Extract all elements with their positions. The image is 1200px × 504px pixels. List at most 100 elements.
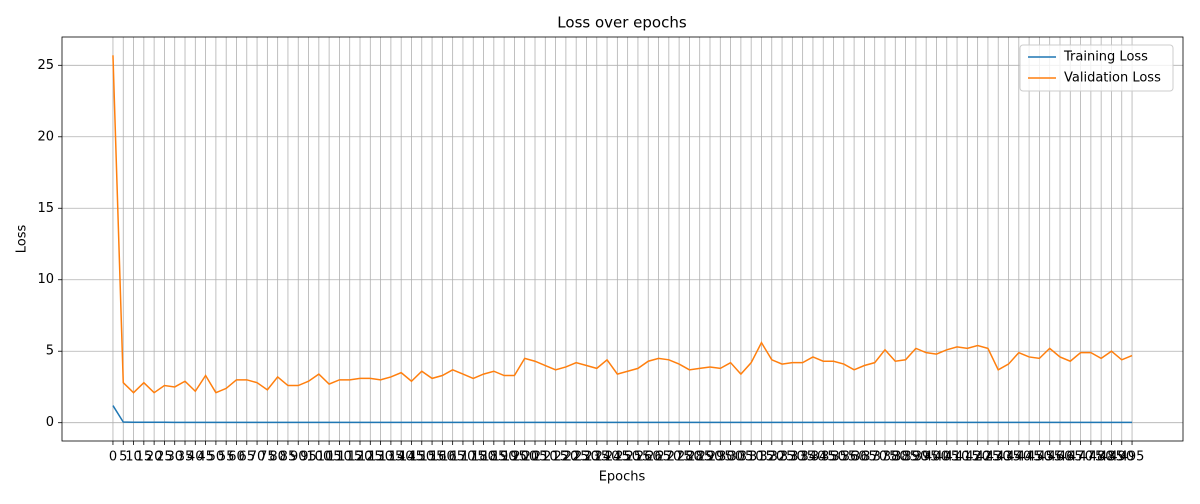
x-tick-label: 170 — [451, 450, 476, 465]
x-tick-label: 220 — [553, 450, 578, 465]
x-tick-label: 255 — [626, 450, 651, 465]
x-tick-label: 340 — [801, 450, 826, 465]
x-tick-label: 160 — [430, 450, 455, 465]
x-tick-label: 10 — [125, 450, 142, 465]
x-tick-label: 310 — [739, 450, 764, 465]
x-tick-label: 110 — [327, 450, 352, 465]
x-tick-label: 480 — [1089, 450, 1114, 465]
x-tick-label: 180 — [471, 450, 496, 465]
y-tick-label: 10 — [37, 272, 54, 287]
x-tick-label: 230 — [574, 450, 599, 465]
x-tick-label: 35 — [177, 450, 194, 465]
x-tick-label: 40 — [187, 450, 204, 465]
x-tick-label: 115 — [337, 450, 362, 465]
x-tick-label: 285 — [687, 450, 712, 465]
x-tick-label: 15 — [136, 450, 153, 465]
x-tick-label: 75 — [259, 450, 276, 465]
x-tick-label: 70 — [249, 450, 266, 465]
x-tick-label: 410 — [945, 450, 970, 465]
x-tick-label: 210 — [533, 450, 558, 465]
y-tick-label: 25 — [37, 58, 54, 73]
x-tick-label: 215 — [543, 450, 568, 465]
x-tick-label: 450 — [1027, 450, 1052, 465]
x-tick-label: 195 — [502, 450, 527, 465]
y-tick-label: 15 — [37, 201, 54, 216]
legend-label: Training Loss — [1063, 50, 1148, 65]
x-tick-label: 165 — [440, 450, 465, 465]
x-tick-label: 190 — [492, 450, 517, 465]
x-tick-label: 20 — [146, 450, 163, 465]
x-tick-label: 125 — [358, 450, 383, 465]
x-tick-label: 390 — [903, 450, 928, 465]
x-tick-label: 420 — [965, 450, 990, 465]
chart-title: Loss over epochs — [557, 14, 687, 32]
x-tick-label: 100 — [306, 450, 331, 465]
x-tick-label: 470 — [1068, 450, 1093, 465]
x-tick-label: 400 — [924, 450, 949, 465]
x-tick-label: 335 — [790, 450, 815, 465]
x-tick-label: 120 — [348, 450, 373, 465]
x-tick-label: 485 — [1099, 450, 1124, 465]
x-tick-label: 5 — [119, 450, 127, 465]
x-tick-label: 275 — [667, 450, 692, 465]
x-tick-label: 90 — [290, 450, 307, 465]
x-tick-label: 385 — [893, 450, 918, 465]
x-tick-label: 395 — [914, 450, 939, 465]
x-tick-label: 370 — [862, 450, 887, 465]
y-tick-label: 0 — [46, 415, 54, 430]
series-line — [112, 55, 1133, 394]
x-tick-label: 280 — [677, 450, 702, 465]
x-tick-label: 440 — [1006, 450, 1031, 465]
x-tick-label: 445 — [1017, 450, 1042, 465]
x-tick-label: 65 — [239, 450, 256, 465]
series-line — [112, 405, 1133, 424]
x-tick-label: 330 — [780, 450, 805, 465]
x-axis-label: Epochs — [599, 470, 646, 485]
x-tick-label: 140 — [389, 450, 414, 465]
x-tick-label: 365 — [852, 450, 877, 465]
x-tick-label: 490 — [1109, 450, 1134, 465]
x-tick-label: 350 — [821, 450, 846, 465]
x-tick-label: 360 — [842, 450, 867, 465]
legend-label: Validation Loss — [1064, 71, 1161, 86]
x-tick-label: 95 — [300, 450, 317, 465]
x-tick-label: 185 — [481, 450, 506, 465]
x-tick-label: 430 — [986, 450, 1011, 465]
x-tick-label: 235 — [584, 450, 609, 465]
x-tick-label: 305 — [728, 450, 753, 465]
legend-box — [1019, 44, 1174, 92]
x-tick-label: 240 — [595, 450, 620, 465]
x-tick-label: 355 — [831, 450, 856, 465]
x-tick-label: 260 — [636, 450, 661, 465]
x-tick-label: 245 — [605, 450, 630, 465]
x-tick-label: 425 — [976, 450, 1001, 465]
x-tick-label: 130 — [368, 450, 393, 465]
x-tick-label: 315 — [749, 450, 774, 465]
x-tick-label: 30 — [166, 450, 183, 465]
x-tick-label: 175 — [461, 450, 486, 465]
x-tick-label: 345 — [811, 450, 836, 465]
x-tick-label: 270 — [656, 450, 681, 465]
x-tick-label: 300 — [718, 450, 743, 465]
x-tick-label: 250 — [615, 450, 640, 465]
x-tick-label: 150 — [409, 450, 434, 465]
x-tick-label: 60 — [228, 450, 245, 465]
x-tick-label: 135 — [378, 450, 403, 465]
x-tick-label: 495 — [1120, 450, 1145, 465]
x-tick-label: 50 — [208, 450, 225, 465]
x-tick-label: 265 — [646, 450, 671, 465]
y-tick-label: 20 — [37, 129, 54, 144]
x-tick-label: 45 — [197, 450, 214, 465]
x-tick-label: 380 — [883, 450, 908, 465]
x-tick-label: 295 — [708, 450, 733, 465]
y-tick-label: 5 — [46, 344, 54, 359]
x-tick-label: 85 — [280, 450, 297, 465]
x-tick-label: 455 — [1037, 450, 1062, 465]
x-tick-label: 25 — [156, 450, 173, 465]
x-tick-label: 200 — [512, 450, 537, 465]
x-tick-label: 225 — [564, 450, 589, 465]
x-tick-label: 205 — [523, 450, 548, 465]
x-tick-label: 435 — [996, 450, 1021, 465]
x-tick-label: 105 — [317, 450, 342, 465]
